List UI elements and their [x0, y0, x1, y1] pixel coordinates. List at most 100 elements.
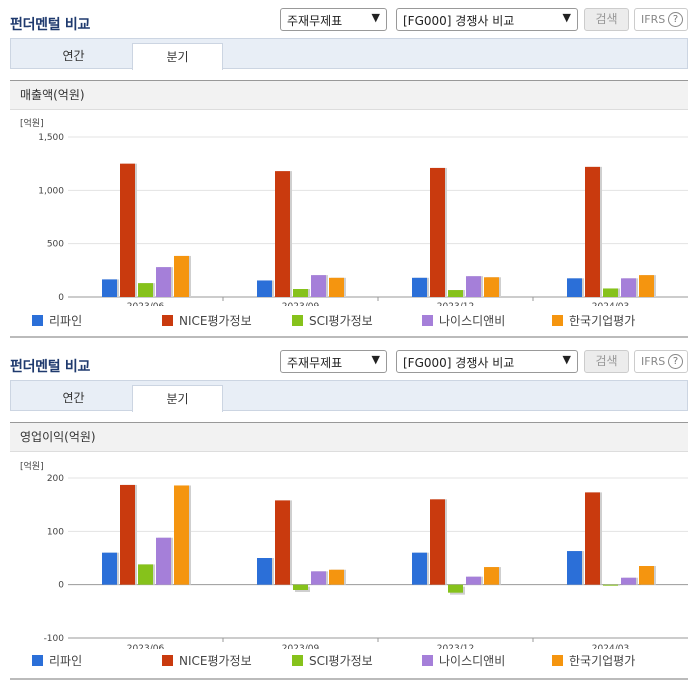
bar: [120, 163, 135, 297]
ifrs-button[interactable]: IFRS?: [634, 8, 688, 31]
legend-label: 리파인: [49, 314, 83, 328]
ifrs-button[interactable]: IFRS?: [634, 350, 688, 373]
panel-operating-profit: 펀더멘털 비교 주재무제표 ▼ [FG000] 경쟁사 비교 ▼ 검색 IFRS? …: [0, 342, 696, 684]
legend-item[interactable]: 리파인: [32, 652, 82, 669]
search-button[interactable]: 검색: [584, 350, 629, 373]
y-unit-label: [억원]: [20, 460, 44, 472]
legend-item[interactable]: 리파인: [32, 312, 82, 329]
y-tick-label: 100: [47, 527, 64, 537]
x-tick-label: 2023/12: [437, 302, 474, 306]
legend-label: 한국기업평가: [569, 314, 636, 328]
bar: [257, 280, 272, 297]
bar: [603, 584, 618, 586]
x-tick-label: 2023/12: [437, 644, 474, 649]
bar: [275, 500, 290, 585]
legend-label: NICE평가정보: [179, 314, 252, 328]
revenue-chart-svg: [억원] 0 500 1,000 1,500 2023/06 2023/09 2023/12…: [20, 117, 688, 312]
y-tick-label: 0: [58, 581, 64, 591]
tab-annual[interactable]: 연간: [62, 49, 85, 63]
panel-revenue: 펀더멘털 비교 주재무제표 ▼ [FG000] 경쟁사 비교 ▼ 검색 IFRS? …: [0, 0, 696, 340]
legend-swatch: [422, 315, 433, 326]
bar: [466, 576, 481, 585]
legend-label: SCI평가정보: [309, 314, 373, 328]
legend-item[interactable]: 한국기업평가: [552, 652, 635, 669]
bar: [138, 564, 153, 585]
legend-item[interactable]: SCI평가정보: [292, 312, 373, 329]
legend-item[interactable]: 나이스디앤비: [422, 312, 505, 329]
bar: [430, 499, 445, 585]
bar: [567, 551, 582, 585]
operating-profit-chart: [억원] -100 0 100 200 2023/06 2023/09 2023/12 202…: [10, 455, 688, 654]
panel-title: 펀더멘털 비교: [10, 17, 91, 33]
y-tick-label: 1,500: [38, 133, 64, 143]
bar: [448, 584, 463, 593]
legend-label: 나이스디앤비: [439, 314, 506, 328]
bar: [102, 552, 117, 585]
bar: [102, 279, 117, 297]
bar: [484, 277, 499, 297]
legend-item[interactable]: 나이스디앤비: [422, 652, 505, 669]
legend-item[interactable]: NICE평가정보: [162, 312, 252, 329]
bar: [466, 276, 481, 297]
legend-item[interactable]: 한국기업평가: [552, 312, 635, 329]
bar: [639, 275, 654, 297]
x-tick-label: 2023/09: [282, 302, 320, 306]
peer-group-select-value: [FG000] 경쟁사 비교: [403, 14, 515, 28]
x-tick-label: 2023/06: [127, 302, 165, 306]
legend-swatch: [32, 315, 43, 326]
y-tick-label: 200: [47, 474, 64, 484]
tab-quarterly[interactable]: 분기: [132, 385, 223, 412]
peer-group-select[interactable]: [FG000] 경쟁사 비교 ▼: [396, 8, 578, 31]
bar: [329, 277, 344, 297]
bar: [275, 171, 290, 297]
bar: [293, 584, 308, 590]
legend-item[interactable]: SCI평가정보: [292, 652, 373, 669]
bar: [174, 255, 189, 297]
bar: [156, 537, 171, 585]
help-icon[interactable]: ?: [668, 12, 683, 27]
legend-swatch: [292, 315, 303, 326]
help-icon[interactable]: ?: [668, 354, 683, 369]
statement-select[interactable]: 주재무제표 ▼: [280, 8, 387, 31]
bar: [412, 277, 427, 297]
legend-swatch: [162, 655, 173, 666]
legend-label: SCI평가정보: [309, 654, 373, 668]
metric-header: 영업이익(억원): [10, 422, 688, 452]
tab-quarterly[interactable]: 분기: [132, 43, 223, 70]
peer-group-select[interactable]: [FG000] 경쟁사 비교 ▼: [396, 350, 578, 373]
statement-select-value: 주재무제표: [287, 14, 343, 28]
bar: [120, 484, 135, 585]
bar: [603, 288, 618, 297]
legend-swatch: [162, 315, 173, 326]
statement-select-value: 주재무제표: [287, 356, 343, 370]
y-unit-label: [억원]: [20, 117, 44, 129]
bar: [138, 283, 153, 297]
bar: [412, 552, 427, 585]
bar: [329, 569, 344, 585]
legend-label: NICE평가정보: [179, 654, 252, 668]
ifrs-label: IFRS: [641, 13, 666, 26]
divider: [10, 678, 688, 680]
search-button[interactable]: 검색: [584, 8, 629, 31]
tab-annual[interactable]: 연간: [62, 391, 85, 405]
bar: [567, 278, 582, 297]
chevron-down-icon: ▼: [562, 353, 571, 366]
x-tick-label: 2023/09: [282, 644, 320, 649]
divider: [10, 336, 688, 338]
legend-label: 나이스디앤비: [439, 654, 506, 668]
chevron-down-icon: ▼: [371, 353, 380, 366]
bar: [585, 492, 600, 585]
bar: [257, 558, 272, 585]
bar: [484, 567, 499, 585]
chart-legend: 리파인 NICE평가정보 SCI평가정보 나이스디앤비 한국기업평가: [32, 312, 682, 328]
bar: [448, 290, 463, 297]
revenue-chart: [억원] 0 500 1,000 1,500 2023/06 2023/09 2023/12…: [10, 112, 688, 312]
metric-header: 매출액(억원): [10, 80, 688, 110]
statement-select[interactable]: 주재무제표 ▼: [280, 350, 387, 373]
x-tick-label: 2024/03: [592, 302, 629, 306]
y-tick-label: 500: [47, 240, 64, 250]
chart-legend: 리파인 NICE평가정보 SCI평가정보 나이스디앤비 한국기업평가: [32, 652, 682, 668]
x-tick-label: 2023/06: [127, 644, 165, 649]
legend-item[interactable]: NICE평가정보: [162, 652, 252, 669]
bar: [621, 577, 636, 585]
